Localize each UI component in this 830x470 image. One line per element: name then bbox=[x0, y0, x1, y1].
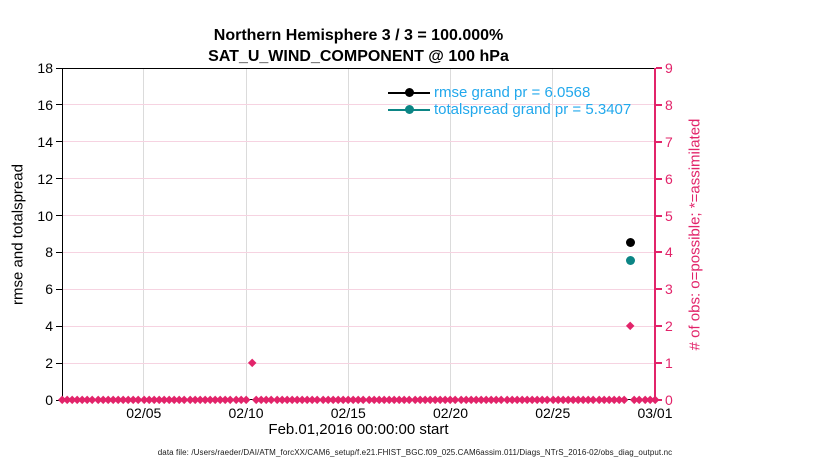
y-left-tick bbox=[56, 288, 62, 290]
y-right-tick-label: 2 bbox=[665, 318, 673, 335]
y-right-tick bbox=[656, 251, 662, 254]
y-left-tick bbox=[56, 215, 62, 217]
y-left-tick-label: 2 bbox=[45, 355, 53, 372]
y-right-tick bbox=[656, 288, 662, 291]
y-left-tick bbox=[56, 362, 62, 364]
y-left-tick bbox=[56, 178, 62, 180]
chart-title-line1: Northern Hemisphere 3 / 3 = 100.000% bbox=[213, 27, 504, 44]
legend-dot-icon bbox=[405, 105, 414, 114]
grid-line-vertical bbox=[552, 68, 554, 400]
y-right-tick-label: 1 bbox=[665, 355, 673, 372]
y-right-tick-label: 5 bbox=[665, 207, 673, 224]
y-left-tick-label: 12 bbox=[37, 170, 53, 187]
x-tick-label: 02/05 bbox=[126, 405, 162, 421]
legend-marker-totalspread bbox=[388, 105, 430, 114]
data-file-caption: data file: /Users/raeder/DAI/ATM_forcXX/… bbox=[157, 448, 673, 457]
y-right-tick bbox=[656, 214, 662, 217]
y-left-tick-label: 16 bbox=[37, 96, 53, 113]
grid-line-horizontal bbox=[63, 141, 655, 143]
grid-line-horizontal bbox=[63, 215, 655, 217]
y-right-tick-label: 9 bbox=[665, 60, 673, 76]
legend-marker-rmse bbox=[388, 88, 430, 97]
legend: rmse grand pr = 6.0568 totalspread grand… bbox=[388, 84, 631, 118]
grid-line-vertical bbox=[450, 68, 452, 400]
y-left-tick bbox=[56, 104, 62, 106]
grid-line-horizontal bbox=[63, 325, 655, 327]
x-tick-label: 02/25 bbox=[535, 405, 571, 421]
y-right-tick bbox=[656, 325, 662, 328]
legend-item-rmse: rmse grand pr = 6.0568 bbox=[388, 84, 631, 101]
y-left-tick-label: 18 bbox=[37, 60, 53, 76]
y-right-tick bbox=[656, 103, 662, 106]
y-right-tick-label: 4 bbox=[665, 244, 673, 261]
x-tick-label: 03/01 bbox=[637, 405, 673, 421]
grid-line-horizontal bbox=[63, 362, 655, 364]
legend-label-totalspread: totalspread grand pr = 5.3407 bbox=[434, 101, 632, 118]
y-left-tick bbox=[56, 67, 62, 69]
grid-line-vertical bbox=[245, 68, 247, 400]
y-right-tick bbox=[656, 67, 662, 69]
y-right-tick-label: 7 bbox=[665, 133, 673, 150]
y-axis-label-left: rmse and totalspread bbox=[9, 164, 27, 305]
y-left-tick-label: 10 bbox=[37, 207, 53, 224]
y-left-tick-label: 6 bbox=[45, 281, 53, 298]
grid-line-horizontal bbox=[63, 178, 655, 180]
y-right-tick bbox=[656, 177, 662, 180]
y-right-tick bbox=[656, 140, 662, 143]
legend-label-rmse: rmse grand pr = 6.0568 bbox=[434, 84, 591, 101]
y-left-tick-label: 8 bbox=[45, 244, 53, 261]
legend-item-totalspread: totalspread grand pr = 5.3407 bbox=[388, 101, 631, 118]
chart-title-line2: SAT_U_WIND_COMPONENT @ 100 hPa bbox=[208, 48, 509, 65]
y-axis-label-right: # of obs: o=possible; *=assimilated bbox=[686, 118, 704, 351]
x-tick-label: 02/10 bbox=[228, 405, 264, 421]
x-axis-label: Feb.01,2016 00:00:00 start bbox=[268, 421, 449, 438]
grid-line-vertical bbox=[143, 68, 145, 400]
y-right-tick-label: 6 bbox=[665, 170, 673, 187]
y-right-tick-label: 3 bbox=[665, 281, 673, 298]
data-point-rmse bbox=[625, 237, 635, 247]
y-left-tick bbox=[56, 141, 62, 143]
y-left-tick-label: 0 bbox=[45, 392, 53, 408]
data-point-totalspread bbox=[625, 256, 635, 266]
grid-line-horizontal bbox=[63, 104, 655, 106]
y-left-tick bbox=[56, 251, 62, 253]
grid-line-vertical bbox=[347, 68, 349, 400]
x-tick-label: 02/15 bbox=[330, 405, 366, 421]
y-left-tick-label: 14 bbox=[37, 133, 53, 150]
y-right-tick-label: 0 bbox=[665, 392, 673, 408]
grid-line-horizontal bbox=[63, 288, 655, 290]
y-right-tick bbox=[656, 362, 662, 365]
legend-dot-icon bbox=[405, 88, 414, 97]
y-left-tick-label: 4 bbox=[45, 318, 53, 335]
x-tick-label: 02/20 bbox=[432, 405, 469, 421]
y-left-tick bbox=[56, 325, 62, 327]
y-right-tick-label: 8 bbox=[665, 96, 673, 113]
grid-line-horizontal bbox=[63, 251, 655, 253]
right-y-axis bbox=[654, 68, 656, 401]
